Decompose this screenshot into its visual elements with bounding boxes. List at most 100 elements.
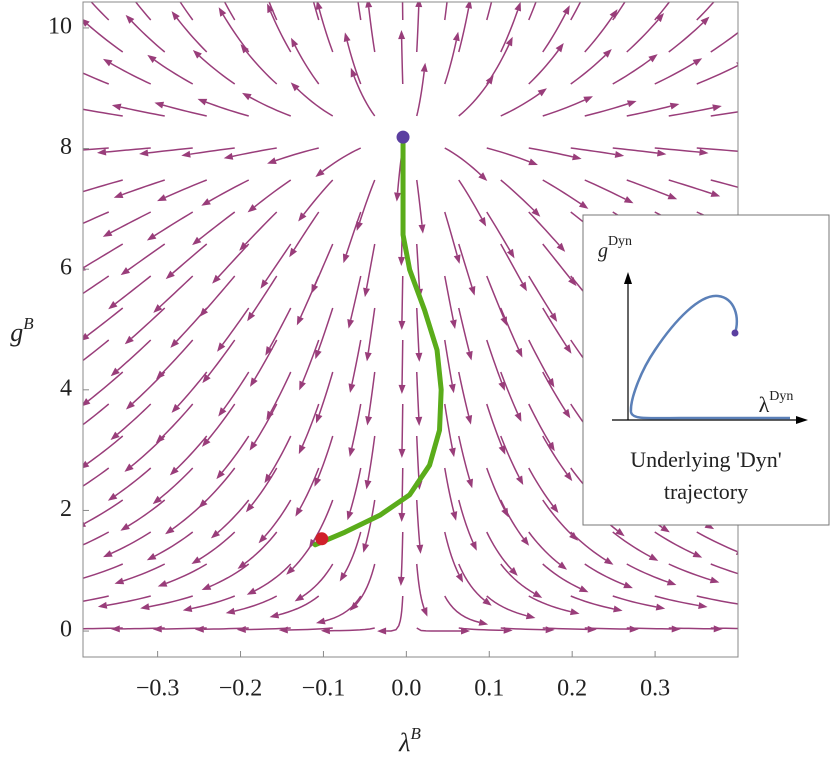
stream-arrowhead (72, 576, 82, 583)
stream-arrowhead (258, 534, 268, 544)
stream-line (528, 275, 553, 315)
stream-line (120, 106, 165, 117)
stream-line (268, 2, 278, 21)
stream-arrowhead (461, 627, 471, 635)
stream-line (110, 62, 152, 85)
stream-line (416, 243, 421, 289)
stream-line (458, 7, 470, 53)
stream-arrowhead (299, 380, 306, 391)
stream-line (696, 2, 715, 21)
stream-arrowhead (102, 229, 113, 237)
stream-line (318, 8, 334, 53)
stream-arrowhead (59, 62, 69, 69)
stream-arrowhead (210, 529, 221, 539)
stream-arrowhead (218, 7, 227, 17)
stream-arrowhead (562, 408, 571, 419)
stream-line (444, 531, 460, 575)
stream-arrowhead (562, 5, 570, 15)
stream-arrowhead (699, 148, 709, 156)
stream-arrowhead (532, 590, 543, 598)
stream-arrowhead (201, 198, 211, 206)
y-tick-label: 6 (60, 255, 72, 281)
x-tick-label: 0.1 (474, 676, 504, 702)
stream-arrowhead (110, 431, 120, 441)
stream-line (175, 435, 208, 470)
stream-arrowhead (583, 96, 593, 104)
stream-line (626, 19, 659, 53)
stream-line (528, 211, 560, 246)
stream-arrowhead (478, 618, 489, 626)
stream-line (612, 595, 657, 608)
stream-line (130, 435, 166, 467)
stream-line (401, 275, 404, 322)
stream-arrowhead (154, 101, 165, 109)
stream-line (486, 339, 503, 383)
stream-line (254, 179, 292, 208)
stream-arrowhead (125, 400, 135, 410)
stream-line (127, 499, 166, 527)
stream-arrowhead (171, 403, 181, 413)
stream-line (172, 243, 208, 274)
stream-line (83, 72, 110, 85)
stream-arrowhead (356, 221, 363, 231)
stream-line (458, 563, 486, 601)
stream-arrowhead (555, 42, 564, 53)
stream-line (612, 147, 658, 154)
stream-arrowhead (66, 365, 75, 373)
stream-line (626, 563, 669, 583)
stream-line (83, 108, 123, 117)
stream-line (365, 243, 376, 289)
stream-line (444, 40, 458, 85)
stream-line (351, 403, 362, 449)
inset-curve (629, 294, 790, 420)
stream-arrowhead (201, 583, 212, 591)
stream-line (486, 595, 527, 617)
x-tick-label: −0.2 (219, 676, 263, 702)
stream-line (416, 71, 425, 117)
stream-arrowhead (365, 416, 373, 426)
stream-line (175, 307, 208, 342)
stream-line (444, 339, 453, 385)
stream-arrowhead (155, 434, 165, 444)
stream-line (198, 211, 236, 241)
stream-line (190, 147, 235, 155)
stream-line (500, 179, 535, 211)
marker (396, 130, 410, 144)
stream-line (301, 339, 320, 383)
stream-line (500, 243, 524, 284)
stream-arrowhead (71, 189, 81, 196)
stream-line (626, 179, 670, 197)
stream-line (570, 531, 607, 561)
stream-arrowhead (223, 152, 234, 160)
stream-arrowhead (83, 460, 90, 469)
stream-line (458, 627, 504, 632)
x-axis-label-sup: B (410, 724, 421, 743)
inset-y-label-sup: Dyn (608, 234, 632, 249)
stream-line (301, 403, 320, 447)
inset-x-arrow (796, 416, 808, 424)
stream-arrowhead (671, 625, 681, 633)
stream-line (542, 371, 567, 412)
inset-box (582, 214, 830, 526)
stream-line (217, 243, 250, 278)
stream-line (223, 2, 236, 21)
stream-arrowhead (124, 463, 134, 472)
stream-arrowhead (498, 381, 505, 391)
stream-line (401, 339, 404, 386)
stream-arrowhead (550, 503, 559, 514)
stream-line (528, 403, 551, 444)
stream-line (209, 563, 250, 588)
stream-line (84, 499, 124, 525)
stream-line (542, 307, 568, 347)
stream-arrowhead (290, 82, 300, 92)
stream-arrowhead (698, 602, 708, 610)
stream-arrowhead (515, 475, 524, 486)
stream-line (269, 307, 292, 349)
stream-arrowhead (296, 315, 304, 326)
stream-line (584, 563, 625, 586)
stream-arrowhead (525, 612, 536, 620)
y-axis-label: gB (10, 314, 34, 347)
stream-arrowhead (501, 507, 509, 518)
stream-line (696, 147, 738, 152)
stream-arrowhead (515, 347, 523, 358)
